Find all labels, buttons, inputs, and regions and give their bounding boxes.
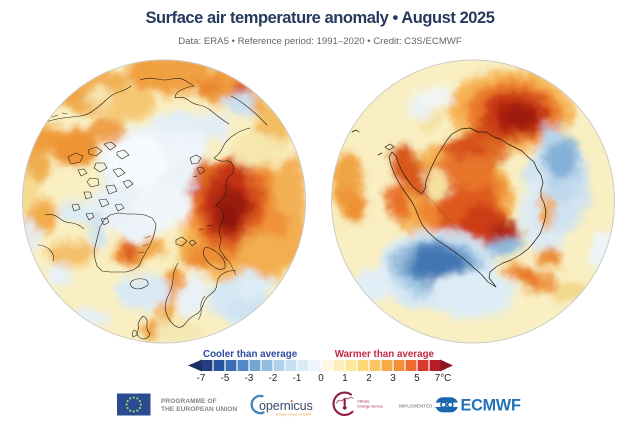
svg-text:Change Service: Change Service	[357, 405, 383, 409]
svg-text:0: 0	[318, 373, 324, 384]
svg-text:-1: -1	[293, 373, 302, 384]
svg-text:Warmer than average: Warmer than average	[335, 349, 435, 360]
svg-text:-7: -7	[197, 373, 206, 384]
svg-text:Europe's eyes on Earth: Europe's eyes on Earth	[276, 413, 311, 417]
svg-text:Cooler than average: Cooler than average	[203, 349, 298, 360]
svg-text:opernicus: opernicus	[259, 399, 313, 413]
svg-text:Climate: Climate	[357, 400, 370, 404]
svg-text:-3: -3	[245, 373, 254, 384]
svg-text:ECMWF: ECMWF	[461, 397, 521, 415]
svg-text:7°C: 7°C	[435, 373, 451, 384]
svg-text:2: 2	[366, 373, 371, 384]
svg-text:-5: -5	[221, 373, 230, 384]
svg-text:THE EUROPEAN UNION: THE EUROPEAN UNION	[161, 406, 237, 413]
svg-text:5: 5	[414, 373, 420, 384]
svg-text:1: 1	[342, 373, 347, 384]
svg-text:-2: -2	[269, 373, 278, 384]
svg-text:3: 3	[390, 373, 396, 384]
svg-text:PROGRAMME OF: PROGRAMME OF	[161, 398, 217, 405]
svg-text:IMPLEMENTED BY: IMPLEMENTED BY	[399, 403, 440, 408]
